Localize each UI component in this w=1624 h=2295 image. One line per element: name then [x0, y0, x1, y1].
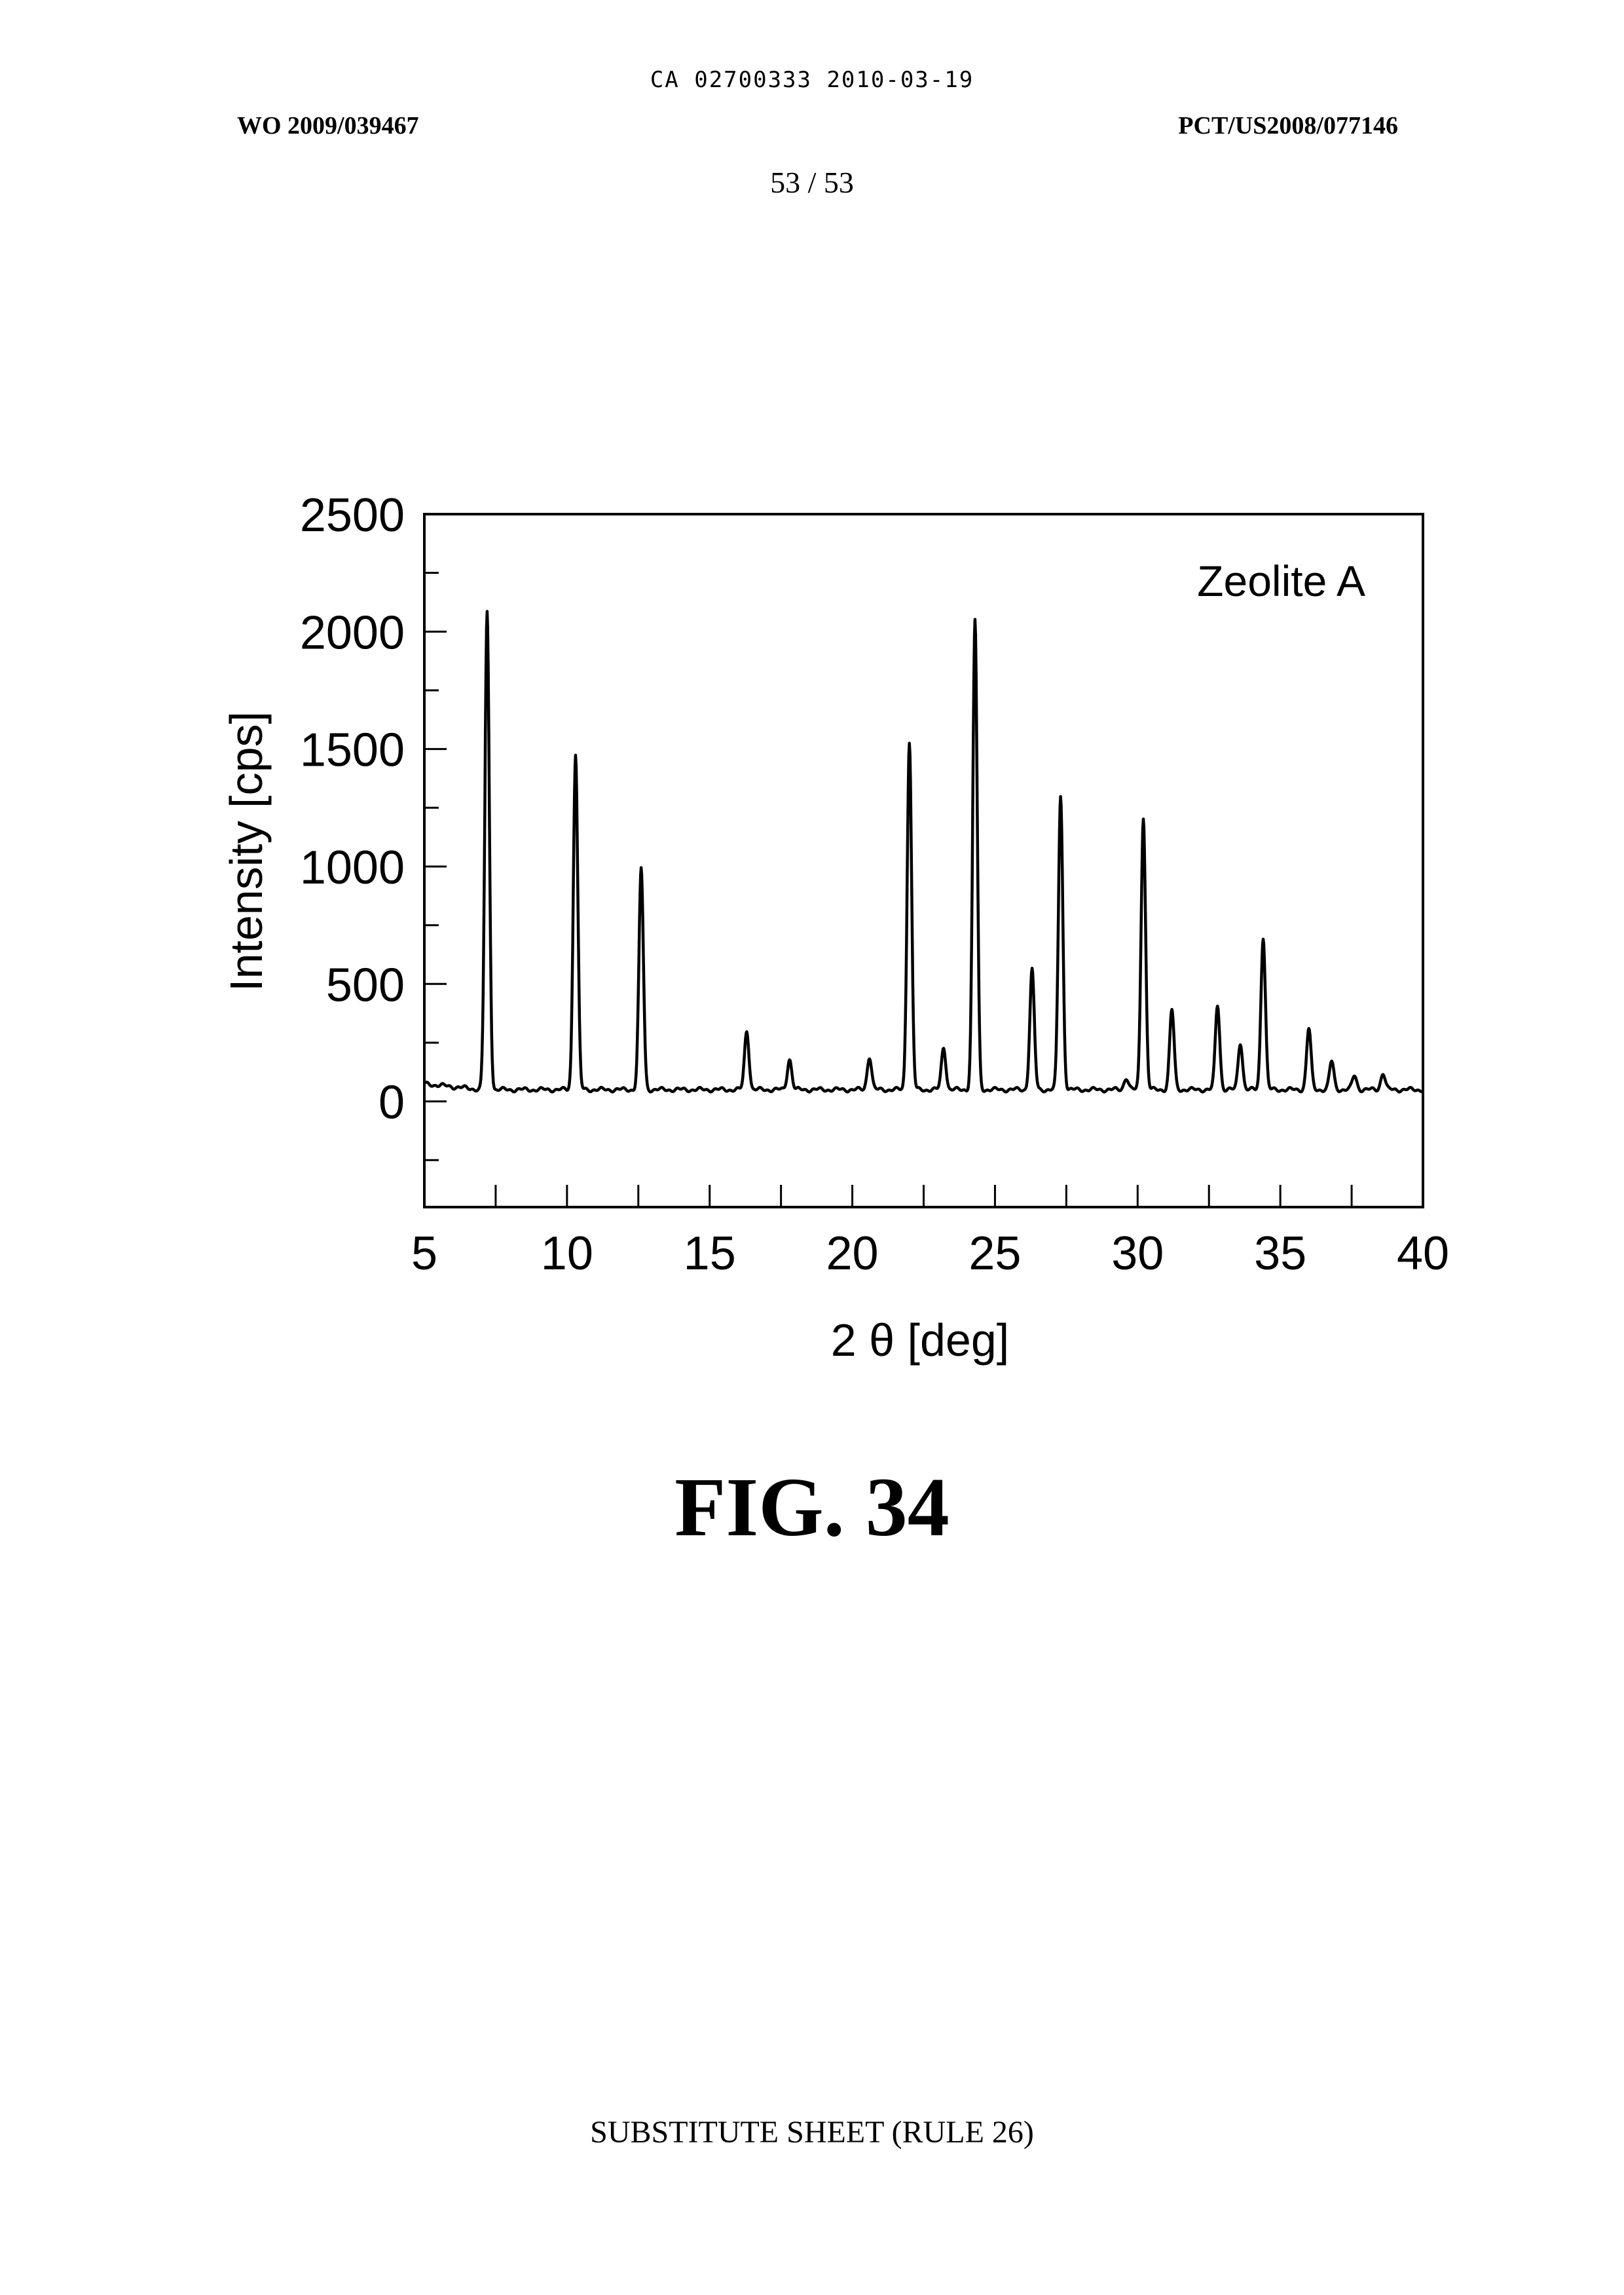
x-axis-ticks: [496, 1185, 1352, 1207]
x-axis-tick-labels: 5 10 15 20 25 30 35 40: [411, 1227, 1449, 1280]
y-axis-tick-labels: 0 500 1000 1500 2000 2500: [300, 489, 405, 1129]
peak-point: [1238, 1041, 1242, 1045]
peak-point: [1059, 794, 1063, 798]
y-axis-label: Intensity [cps]: [221, 711, 272, 992]
y-axis-ticks: [424, 514, 447, 1160]
peak-marks: [485, 611, 1385, 1080]
y-tick-label: 2500: [300, 489, 405, 542]
peak-point: [1215, 1003, 1219, 1007]
peak-point: [1141, 815, 1145, 819]
figure-caption: FIG. 34: [0, 1459, 1624, 1556]
y-tick-label: 1500: [300, 724, 405, 777]
x-tick-label: 10: [541, 1227, 593, 1280]
peak-point: [908, 740, 912, 744]
peak-point: [1124, 1076, 1128, 1080]
x-tick-label: 40: [1397, 1227, 1449, 1280]
peak-point: [485, 611, 489, 615]
peak-point: [868, 1054, 872, 1058]
peak-point: [788, 1057, 792, 1061]
x-tick-label: 15: [684, 1227, 736, 1280]
peak-point: [1030, 968, 1034, 972]
peak-point: [1330, 1060, 1334, 1064]
peak-point: [973, 618, 977, 622]
peak-point: [1261, 935, 1265, 939]
peak-point: [942, 1045, 946, 1049]
peak-point: [1170, 1008, 1174, 1012]
y-tick-label: 0: [378, 1077, 405, 1129]
peak-point: [1381, 1072, 1385, 1075]
peak-point: [1307, 1026, 1311, 1030]
y-tick-label: 500: [326, 959, 405, 1011]
peak-point: [1352, 1073, 1356, 1077]
y-tick-label: 2000: [300, 606, 405, 659]
y-tick-label: 1000: [300, 842, 405, 894]
intensity-series-line: [424, 612, 1423, 1092]
x-tick-label: 30: [1111, 1227, 1164, 1280]
x-axis-label: 2 θ [deg]: [831, 1315, 1009, 1366]
x-tick-label: 20: [826, 1227, 879, 1280]
x-tick-label: 5: [411, 1227, 437, 1280]
page-footer: SUBSTITUTE SHEET (RULE 26): [0, 2114, 1624, 2150]
x-tick-label: 35: [1254, 1227, 1306, 1280]
peak-point: [639, 867, 643, 871]
x-tick-label: 25: [969, 1227, 1021, 1280]
peak-point: [574, 752, 578, 756]
peak-point: [745, 1029, 748, 1033]
sample-annotation: Zeolite A: [1197, 557, 1365, 605]
